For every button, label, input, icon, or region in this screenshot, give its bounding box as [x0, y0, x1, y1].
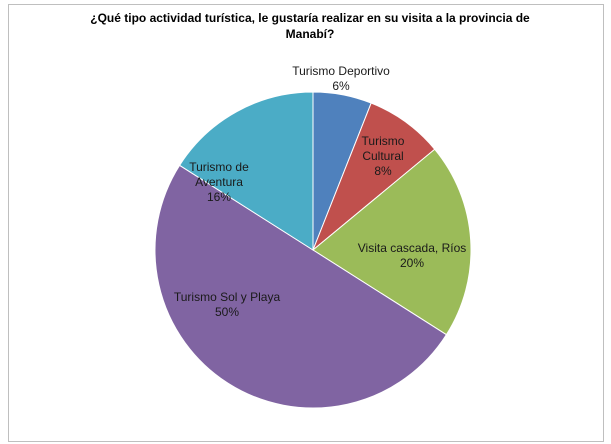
slice-value: 20%: [399, 256, 425, 270]
pie-slice: [178, 91, 314, 251]
data-label: Turismo Cultural 8%: [348, 134, 418, 179]
chart-frame: [8, 4, 604, 442]
slice-value: 6%: [332, 79, 350, 93]
slice-value: 16%: [206, 190, 232, 204]
pie-slice: [312, 148, 472, 336]
pie-slice: [154, 164, 448, 409]
data-label: Visita cascada, Ríos 20%: [337, 241, 487, 271]
data-label: Turismo Deportivo 6%: [271, 64, 411, 94]
data-label: Turismo de Aventura 16%: [174, 160, 264, 205]
slice-value: 8%: [374, 164, 392, 178]
data-label: Turismo Sol y Playa 50%: [152, 290, 302, 320]
slice-name: Turismo de Aventura: [189, 160, 249, 189]
slice-name: Turismo Sol y Playa: [173, 290, 281, 304]
chart-title: ¿Qué tipo actividad turística, le gustar…: [90, 11, 530, 41]
slice-value: 50%: [214, 305, 240, 319]
slice-name: Visita cascada, Ríos: [357, 241, 467, 255]
slice-name: Turismo Deportivo: [292, 64, 390, 78]
slice-name: Turismo Cultural: [361, 134, 405, 163]
